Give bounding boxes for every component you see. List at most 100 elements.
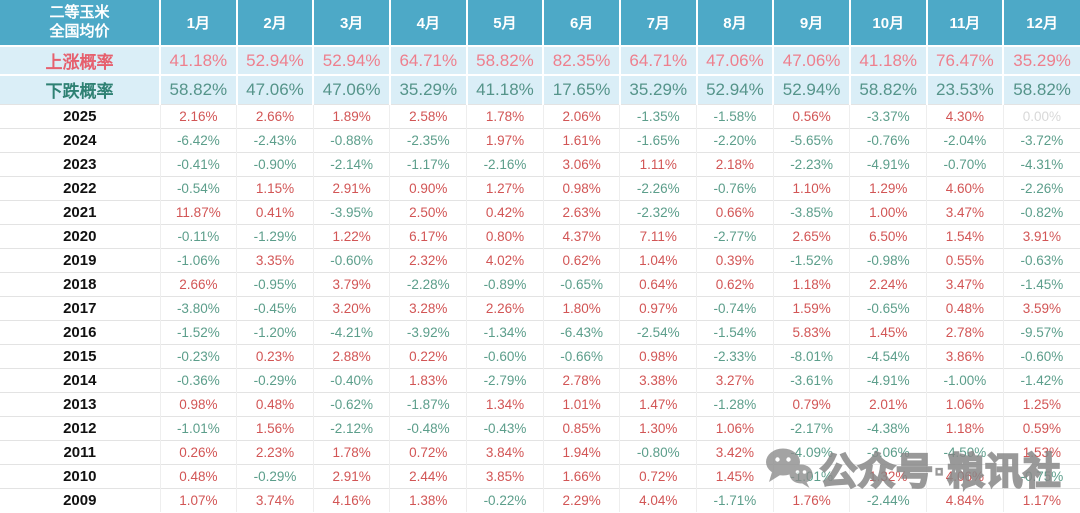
year-label: 2010 (0, 463, 160, 488)
month-header-10: 10月 (848, 0, 927, 46)
value-cell: 1.01% (542, 391, 620, 416)
value-cell: 6.17% (389, 223, 467, 248)
value-cell: -1.06% (159, 247, 237, 272)
value-cell: -4.09% (772, 439, 850, 464)
value-cell: 0.62% (542, 247, 620, 272)
value-cell: 11.87% (159, 199, 237, 224)
value-cell: -0.80% (619, 439, 697, 464)
value-cell: -0.60% (312, 247, 390, 272)
value-cell: -0.48% (389, 415, 467, 440)
value-cell: 58.82% (159, 74, 237, 104)
value-cell: 1.25% (1002, 391, 1080, 416)
value-cell: -2.16% (466, 151, 544, 176)
value-cell: 3.20% (312, 295, 390, 320)
value-cell: 4.84% (926, 487, 1004, 512)
value-cell: -0.60% (1002, 343, 1080, 368)
value-cell: -1.00% (926, 367, 1004, 392)
value-cell: -0.29% (236, 367, 314, 392)
value-cell: -2.77% (696, 223, 774, 248)
value-cell: 1.54% (926, 223, 1004, 248)
value-cell: 1.66% (542, 463, 620, 488)
table-title-line1: 二等玉米 (49, 3, 110, 21)
year-row-2022: 2022 -0.54% 1.15% 2.91% 0.90% 1.27% 0.98% -2.26… (0, 175, 1080, 200)
value-cell: -3.85% (772, 199, 850, 224)
value-cell: -0.76% (849, 127, 927, 152)
value-cell: -4.91% (849, 367, 927, 392)
value-cell: -5.65% (772, 127, 850, 152)
value-cell: -0.98% (849, 247, 927, 272)
value-cell: 1.27% (466, 175, 544, 200)
value-cell: 2.91% (312, 175, 390, 200)
value-cell: 0.64% (619, 271, 697, 296)
table-title-line2: 全国均价 (49, 22, 110, 40)
header-row: 二等玉米 全国均价 1月 2月 3月 4月 5月 6月 7月 8月 9月 10月 11月 12月 (0, 0, 1080, 46)
value-cell: 0.98% (619, 343, 697, 368)
value-cell: -2.79% (466, 367, 544, 392)
value-cell: 1.89% (312, 103, 390, 128)
value-cell: 1.38% (389, 487, 467, 512)
value-cell: 0.59% (1002, 415, 1080, 440)
value-cell: 1.06% (696, 415, 774, 440)
value-cell: 0.48% (236, 391, 314, 416)
value-cell: 17.65% (542, 74, 620, 104)
year-row-2014: 2014 -0.36% -0.29% -0.40% 1.83% -2.79% 2.78% 3.… (0, 367, 1080, 392)
value-cell: 3.74% (236, 487, 314, 512)
month-header-9: 9月 (772, 0, 850, 46)
value-cell: 3.85% (466, 463, 544, 488)
year-row-2016: 2016 -1.52% -1.20% -4.21% -3.92% -1.34% -6.43%… (0, 319, 1080, 344)
value-cell: 35.29% (1002, 45, 1080, 75)
value-cell: 1.78% (466, 103, 544, 128)
value-cell: -0.36% (159, 367, 237, 392)
year-row-2009: 2009 1.07% 3.74% 4.16% 1.38% -0.22% 2.29% 4.04%… (0, 487, 1080, 512)
value-cell: -3.61% (772, 367, 850, 392)
value-cell: -6.42% (159, 127, 237, 152)
value-cell: -1.52% (159, 319, 237, 344)
value-cell: 1.61% (542, 127, 620, 152)
month-header-3: 3月 (312, 0, 390, 46)
value-cell: 1.34% (466, 391, 544, 416)
value-cell: -2.26% (619, 175, 697, 200)
year-label: 2020 (0, 223, 160, 248)
value-cell: -2.33% (696, 343, 774, 368)
value-cell: -0.43% (466, 415, 544, 440)
value-cell: -1.58% (696, 103, 774, 128)
value-cell: -0.74% (696, 295, 774, 320)
value-cell: 52.94% (235, 45, 314, 75)
value-cell: 1.10% (772, 175, 850, 200)
value-cell: 0.22% (389, 343, 467, 368)
table-body: 上涨概率 41.18% 52.94% 52.94% 64.71% 58.82% 82.35%… (0, 45, 1080, 512)
value-cell: 0.48% (926, 295, 1004, 320)
value-cell: 2.01% (849, 391, 927, 416)
rise-probability-label: 上涨概率 (0, 45, 160, 75)
value-cell: -0.11% (159, 223, 237, 248)
value-cell: 1.29% (849, 175, 927, 200)
value-cell: -4.54% (849, 343, 927, 368)
value-cell: 1.18% (926, 415, 1004, 440)
value-cell: -3.80% (159, 295, 237, 320)
value-cell: 1.30% (619, 415, 697, 440)
value-cell: 1.78% (312, 439, 390, 464)
value-cell: -0.76% (696, 175, 774, 200)
value-cell: -4.91% (849, 151, 927, 176)
value-cell: 1.56% (236, 415, 314, 440)
value-cell: 2.29% (542, 487, 620, 512)
value-cell: 47.06% (235, 74, 314, 104)
value-cell: 2.18% (696, 151, 774, 176)
year-label: 2013 (0, 391, 160, 416)
value-cell: -2.20% (696, 127, 774, 152)
value-cell: -0.60% (466, 343, 544, 368)
value-cell: 2.88% (312, 343, 390, 368)
value-cell: 52.94% (312, 45, 390, 75)
value-cell: 7.11% (619, 223, 697, 248)
year-label: 2023 (0, 151, 160, 176)
value-cell: -2.23% (772, 151, 850, 176)
year-label: 2012 (0, 415, 160, 440)
value-cell: -1.17% (389, 151, 467, 176)
value-cell: 2.06% (542, 103, 620, 128)
year-label: 2011 (0, 439, 160, 464)
value-cell: -2.17% (772, 415, 850, 440)
value-cell: 1.06% (926, 391, 1004, 416)
year-row-2020: 2020 -0.11% -1.29% 1.22% 6.17% 0.80% 4.37% 7.11… (0, 223, 1080, 248)
value-cell: 0.98% (159, 391, 237, 416)
